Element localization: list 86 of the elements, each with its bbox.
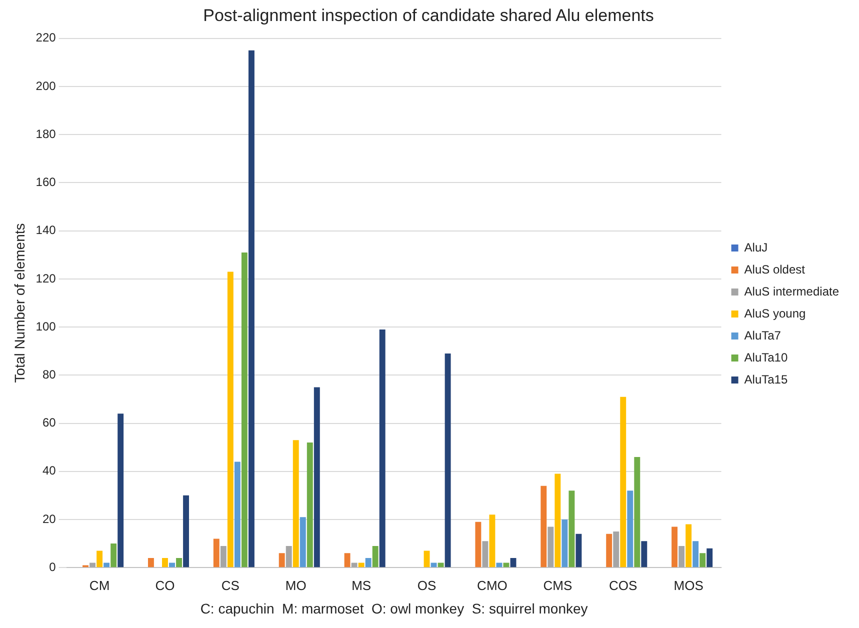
y-tick-label: 20 bbox=[42, 512, 56, 526]
bar bbox=[286, 546, 292, 568]
bar bbox=[700, 553, 706, 568]
bar bbox=[424, 550, 430, 568]
bar bbox=[358, 562, 364, 568]
bar bbox=[606, 534, 612, 568]
bar bbox=[510, 558, 516, 568]
bar bbox=[90, 562, 96, 568]
bar bbox=[169, 562, 175, 568]
bar bbox=[627, 490, 634, 568]
bar bbox=[176, 558, 182, 568]
bar bbox=[692, 541, 699, 568]
legend-label: AluS oldest bbox=[744, 262, 806, 276]
x-tick-label: CM bbox=[89, 578, 110, 593]
legend-label: AluTa15 bbox=[744, 372, 788, 386]
bar bbox=[686, 524, 692, 568]
bar bbox=[554, 474, 561, 568]
bar bbox=[110, 544, 117, 568]
bar bbox=[372, 546, 378, 568]
y-tick-label: 100 bbox=[36, 319, 56, 334]
bar bbox=[641, 541, 648, 568]
legend-label: AluTa10 bbox=[744, 350, 788, 364]
x-tick-label: CMS bbox=[543, 578, 572, 593]
bar bbox=[183, 495, 190, 568]
y-tick-label: 220 bbox=[36, 30, 56, 45]
bar bbox=[148, 558, 154, 568]
bar bbox=[475, 522, 482, 568]
bar bbox=[227, 272, 234, 568]
legend-label: AluTa7 bbox=[744, 328, 782, 342]
x-tick-label: MOS bbox=[674, 578, 704, 593]
y-tick-label: 0 bbox=[49, 560, 56, 574]
bar bbox=[241, 252, 248, 568]
bar bbox=[278, 553, 285, 568]
y-axis-title: Total Number of elements bbox=[11, 223, 28, 383]
bar bbox=[96, 550, 103, 568]
y-tick-label: 80 bbox=[42, 367, 56, 382]
x-tick-label: OS bbox=[417, 578, 436, 593]
bar bbox=[634, 456, 640, 568]
bar bbox=[548, 526, 554, 568]
x-tick-label: CMO bbox=[477, 578, 508, 593]
bar bbox=[162, 558, 168, 568]
bar bbox=[306, 442, 313, 568]
bar bbox=[314, 387, 320, 568]
bar bbox=[430, 562, 437, 568]
y-tick-label: 180 bbox=[36, 126, 56, 141]
bar bbox=[213, 538, 220, 568]
bar bbox=[300, 517, 306, 568]
x-tick-label: CO bbox=[155, 578, 175, 593]
bar bbox=[351, 562, 358, 568]
x-axis-title: C: capuchin M: marmoset O: owl monkey S: squirrel monkey bbox=[200, 600, 588, 616]
bar bbox=[489, 514, 496, 568]
bar bbox=[220, 546, 226, 568]
bar bbox=[568, 490, 575, 568]
bar bbox=[482, 541, 488, 568]
x-tick-label: CS bbox=[221, 578, 240, 593]
bar bbox=[540, 486, 547, 568]
bar bbox=[248, 50, 254, 568]
bar bbox=[444, 354, 451, 568]
y-tick-label: 120 bbox=[36, 271, 56, 286]
y-tick-label: 160 bbox=[36, 175, 56, 190]
bar bbox=[104, 562, 110, 568]
bar bbox=[620, 396, 626, 568]
chart-title: Post-alignment inspection of candidate shared Alu elements bbox=[203, 6, 654, 25]
bar bbox=[613, 532, 620, 568]
x-tick-label: MO bbox=[285, 578, 306, 593]
x-tick-label: COS bbox=[609, 578, 638, 593]
bar bbox=[234, 462, 240, 568]
bar bbox=[562, 519, 568, 568]
y-tick-label: 40 bbox=[42, 464, 56, 478]
bar bbox=[438, 562, 444, 568]
y-tick-label: 200 bbox=[36, 78, 56, 93]
x-tick-label: MS bbox=[352, 578, 372, 593]
legend-label: AluJ bbox=[744, 240, 768, 254]
y-tick-label: 60 bbox=[42, 416, 56, 430]
bar bbox=[672, 526, 678, 568]
bar bbox=[292, 440, 299, 568]
bar bbox=[365, 558, 372, 568]
bar bbox=[576, 534, 582, 568]
bar bbox=[678, 546, 685, 568]
legend-label: AluS intermediate bbox=[744, 284, 840, 298]
bar bbox=[706, 548, 713, 568]
bar bbox=[344, 553, 350, 568]
bar bbox=[379, 329, 386, 568]
y-tick-label: 140 bbox=[36, 223, 56, 238]
bar bbox=[118, 414, 124, 568]
legend-label: AluS young bbox=[744, 306, 806, 320]
